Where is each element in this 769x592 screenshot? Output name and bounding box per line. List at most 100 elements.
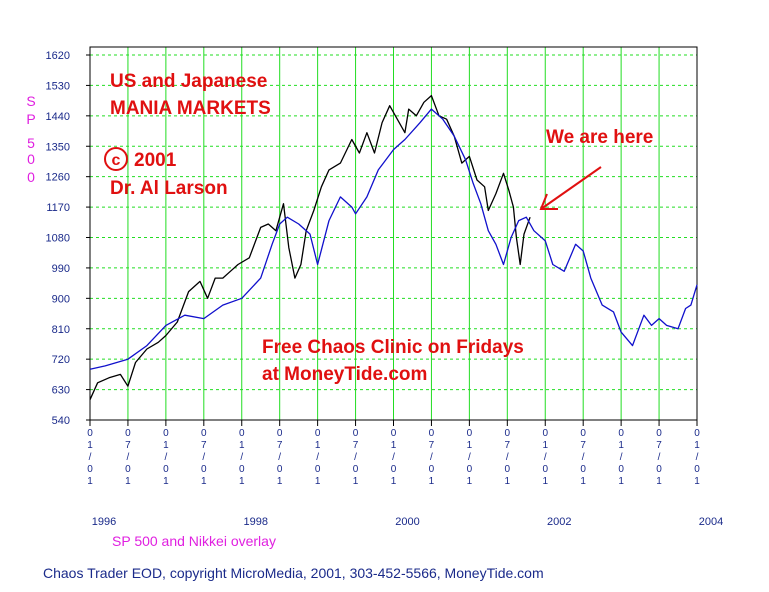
x-tick-labels: 0 1/0 10 7/0 10 1/0 10 7/0 10 1/0 10 7/0 10 1/0 10 7/0 1… bbox=[87, 420, 700, 487]
x-tick-label-char: / bbox=[544, 452, 547, 463]
x-tick-label-char: 1 bbox=[353, 476, 359, 487]
x-tick-label-char: 0 bbox=[542, 464, 548, 475]
series-lines bbox=[89, 94, 698, 400]
x-tick-label-char: 0 bbox=[125, 464, 131, 475]
x-tick-label-char: 7 bbox=[353, 440, 359, 451]
x-tick-label-char: / bbox=[89, 452, 92, 463]
x-tick-label-char: 0 bbox=[239, 464, 245, 475]
x-tick-label: 0 1/0 1 bbox=[87, 428, 93, 487]
y-tick-label: 630 bbox=[52, 385, 70, 397]
x-tick-label-char: / bbox=[316, 452, 319, 463]
x-tick-label-char: 0 bbox=[391, 464, 397, 475]
y-tick-label: 900 bbox=[52, 293, 70, 305]
year-labels: 1996 1998 2000 2002 2004 bbox=[92, 516, 723, 528]
x-tick-label-char: / bbox=[127, 452, 130, 463]
x-tick-label: 0 7/0 1 bbox=[125, 428, 131, 487]
x-tick-label-char: 0 bbox=[163, 464, 169, 475]
x-tick-label-char: 0 bbox=[694, 428, 700, 439]
x-tick-label: 0 7/0 1 bbox=[580, 428, 586, 487]
x-tick-label: 0 7/0 1 bbox=[505, 428, 511, 487]
x-tick-label-char: 1 bbox=[87, 476, 93, 487]
x-tick-label-char: 1 bbox=[315, 476, 321, 487]
year-label: 2004 bbox=[699, 516, 723, 528]
x-tick-label-char: 0 bbox=[315, 428, 321, 439]
x-tick-label: 0 7/0 1 bbox=[353, 428, 359, 487]
x-tick-label-char: 1 bbox=[467, 440, 473, 451]
x-tick-label-char: 1 bbox=[201, 476, 207, 487]
y-tick-label: 540 bbox=[52, 415, 70, 427]
copyright-year: 2001 bbox=[134, 150, 177, 171]
y-axis-label-char: 0 bbox=[27, 151, 35, 167]
x-tick-label-char: 1 bbox=[125, 476, 131, 487]
x-tick-label-char: 0 bbox=[467, 464, 473, 475]
x-tick-label-char: 0 bbox=[353, 464, 359, 475]
x-tick-label-char: / bbox=[658, 452, 661, 463]
x-tick-label: 0 1/0 1 bbox=[542, 428, 548, 487]
footer: Chaos Trader EOD, copyright MicroMedia, … bbox=[43, 565, 544, 581]
grid bbox=[89, 47, 698, 421]
x-tick-label-char: 0 bbox=[163, 428, 169, 439]
x-tick-label-char: 0 bbox=[87, 464, 93, 475]
x-tick-label-char: 0 bbox=[694, 464, 700, 475]
x-tick-label-char: 1 bbox=[467, 476, 473, 487]
x-tick-label: 0 7/0 1 bbox=[277, 428, 283, 487]
x-tick-label-char: / bbox=[240, 452, 243, 463]
x-tick-label-char: 1 bbox=[542, 476, 548, 487]
we-are-here-label: We are here bbox=[546, 127, 653, 148]
x-tick-label-char: / bbox=[202, 452, 205, 463]
x-tick-label-char: 0 bbox=[239, 428, 245, 439]
title-line-2: MANIA MARKETS bbox=[110, 98, 271, 119]
x-tick-label: 0 1/0 1 bbox=[618, 428, 624, 487]
x-tick-label-char: 1 bbox=[542, 440, 548, 451]
clinic-line-1: Free Chaos Clinic on Fridays bbox=[262, 337, 524, 358]
x-tick-label-char: 1 bbox=[618, 476, 624, 487]
x-tick-label-char: 0 bbox=[542, 428, 548, 439]
x-tick-label-char: / bbox=[506, 452, 509, 463]
x-tick-label-char: 7 bbox=[505, 440, 511, 451]
x-tick-label: 0 1/0 1 bbox=[467, 428, 473, 487]
x-tick-label: 0 1/0 1 bbox=[391, 428, 397, 487]
x-tick-label-char: 0 bbox=[618, 428, 624, 439]
x-tick-label-char: 1 bbox=[87, 440, 93, 451]
x-tick-label-char: 7 bbox=[201, 440, 207, 451]
x-tick-label-char: 7 bbox=[125, 440, 131, 451]
x-tick-label-char: 0 bbox=[87, 428, 93, 439]
y-tick-label: 1260 bbox=[46, 172, 70, 184]
x-tick-label: 0 1/0 1 bbox=[163, 428, 169, 487]
x-tick-label-char: / bbox=[278, 452, 281, 463]
x-tick-label-char: 1 bbox=[163, 440, 169, 451]
x-tick-label-char: 0 bbox=[656, 428, 662, 439]
x-tick-label-char: 1 bbox=[239, 440, 245, 451]
y-tick-label: 1620 bbox=[46, 50, 70, 62]
y-tick-label: 1530 bbox=[46, 80, 70, 92]
year-label: 1996 bbox=[92, 516, 116, 528]
x-tick-label-char: 1 bbox=[618, 440, 624, 451]
year-label: 2002 bbox=[547, 516, 571, 528]
y-tick-label: 1440 bbox=[46, 111, 70, 123]
year-label: 1998 bbox=[244, 516, 268, 528]
x-tick-label-char: 0 bbox=[429, 428, 435, 439]
x-tick-label-char: 1 bbox=[694, 476, 700, 487]
x-tick-label-char: 1 bbox=[656, 476, 662, 487]
y-axis-label-char: S bbox=[26, 93, 35, 109]
x-tick-label-char: 1 bbox=[239, 476, 245, 487]
x-tick-label-char: 7 bbox=[429, 440, 435, 451]
arrow-line bbox=[540, 166, 602, 210]
y-tick-label: 1350 bbox=[46, 141, 70, 153]
x-tick-label-char: 1 bbox=[391, 476, 397, 487]
x-tick-label: 0 1/0 1 bbox=[239, 428, 245, 487]
copyright-icon bbox=[104, 147, 128, 171]
x-tick-label-char: 1 bbox=[580, 476, 586, 487]
x-tick-label: 0 1/0 1 bbox=[315, 428, 321, 487]
x-tick-label-char: 1 bbox=[277, 476, 283, 487]
arrow-head-icon bbox=[539, 193, 558, 210]
x-tick-label-char: / bbox=[392, 452, 395, 463]
y-axis-label-char: P bbox=[26, 111, 35, 127]
y-tick-label: 990 bbox=[52, 263, 70, 275]
x-tick-label-char: 0 bbox=[201, 428, 207, 439]
x-tick-label: 0 7/0 1 bbox=[429, 428, 435, 487]
x-tick-label-char: / bbox=[582, 452, 585, 463]
title-line-1: US and Japanese bbox=[110, 71, 267, 92]
x-tick-label-char: 1 bbox=[163, 476, 169, 487]
x-tick-label-char: 0 bbox=[315, 464, 321, 475]
